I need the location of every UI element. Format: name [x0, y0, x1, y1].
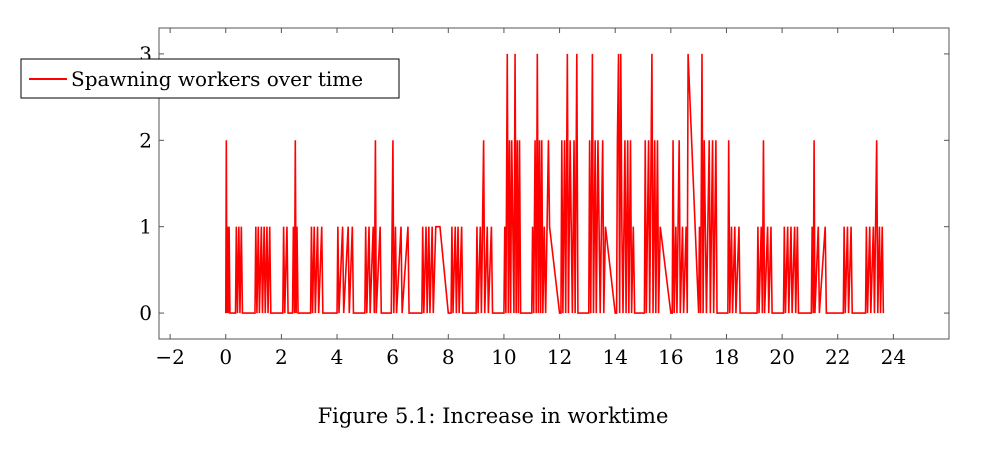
y-tick-label: 0	[139, 301, 152, 325]
x-tick-label: 2	[275, 345, 288, 369]
plot-frame	[158, 27, 950, 340]
x-tick-label: 24	[881, 345, 906, 369]
x-tick-label: 18	[714, 345, 739, 369]
x-tick-label: 14	[602, 345, 627, 369]
x-tick-label: 8	[442, 345, 455, 369]
x-tick-label: 10	[491, 345, 516, 369]
x-tick-label: 20	[769, 345, 794, 369]
y-tick-label: 1	[139, 215, 152, 239]
legend: Spawning workers over time	[20, 58, 400, 99]
x-tick-label: 6	[386, 345, 399, 369]
series-group	[224, 53, 885, 314]
x-tick-label: 16	[658, 345, 683, 369]
x-tick-label: −2	[155, 345, 184, 369]
x-tick-label: 22	[825, 345, 850, 369]
figure-caption: Figure 5.1: Increase in worktime	[317, 404, 669, 428]
legend-box	[20, 58, 400, 99]
y-tick-label: 2	[139, 128, 152, 152]
x-tick-label: 4	[331, 345, 344, 369]
x-tick-label: 12	[547, 345, 572, 369]
legend-label: Spawning workers over time	[71, 67, 363, 91]
x-tick-label: 0	[219, 345, 232, 369]
series-line	[224, 53, 885, 314]
